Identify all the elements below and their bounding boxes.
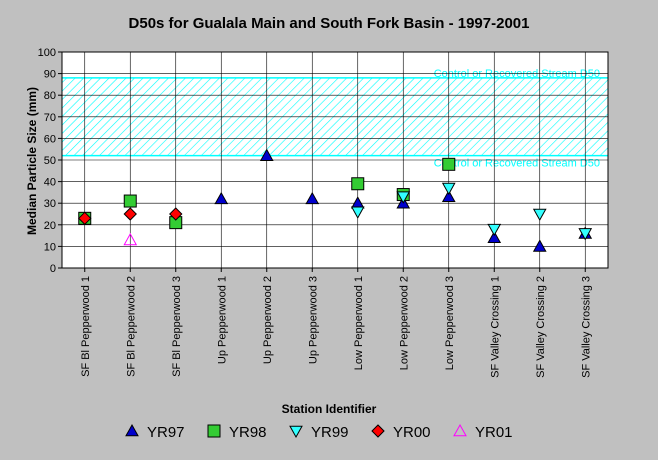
data-point	[351, 177, 365, 191]
plot-frame	[61, 51, 609, 269]
x-tick-label: SF Bl Pepperwood 2	[125, 276, 137, 377]
legend-label: YR97	[147, 424, 185, 441]
legend-label: YR01	[475, 424, 513, 441]
data-point	[578, 228, 593, 241]
y-tick-label: 90	[44, 69, 56, 81]
x-tick-label: Up Pepperwood 1	[216, 276, 228, 364]
legend-marker	[371, 424, 385, 438]
data-point	[441, 189, 456, 203]
x-tick-label: SF Bl Pepperwood 1	[80, 276, 92, 377]
y-tick-label: 80	[44, 90, 56, 102]
y-tick-label: 40	[44, 177, 56, 189]
data-point	[442, 157, 456, 171]
legend-marker	[289, 425, 303, 439]
x-tick-label: SF Valley Crossing 2	[535, 276, 547, 378]
control-band-lower-label: Control or Recovered Stream D50	[434, 158, 600, 170]
data-point	[214, 191, 229, 205]
x-tick-label: Low Pepperwood 2	[398, 276, 410, 370]
legend-item-yr99: YR99	[289, 424, 349, 441]
legend-marker	[207, 424, 221, 438]
y-tick-label: 10	[44, 241, 56, 253]
y-tick-label: 50	[44, 155, 56, 167]
legend-item-yr00: YR00	[371, 424, 431, 441]
x-tick-label: Up Pepperwood 2	[262, 276, 274, 364]
data-point	[532, 239, 547, 252]
y-tick-label: 30	[44, 198, 56, 210]
series-yr00	[78, 207, 183, 226]
x-tick-label: Low Pepperwood 1	[353, 276, 365, 370]
data-point	[532, 208, 547, 222]
data-point	[259, 148, 274, 161]
data-point	[123, 207, 137, 221]
legend-item-yr01: YR01	[453, 423, 513, 441]
legend-item-yr98: YR98	[207, 424, 267, 441]
x-tick-label: Up Pepperwood 3	[307, 276, 319, 364]
data-point	[123, 232, 138, 246]
legend-marker	[453, 423, 467, 437]
x-tick-label: Low Pepperwood 3	[444, 276, 456, 370]
chart-title: D50s for Gualala Main and South Fork Bas…	[129, 15, 530, 32]
series-yr99	[350, 182, 593, 241]
data-point	[305, 191, 320, 205]
x-tick-label: SF Valley Crossing 3	[580, 276, 592, 378]
x-tick-label: SF Valley Crossing 1	[489, 276, 501, 378]
legend-label: YR98	[229, 424, 267, 441]
control-band-upper-label: Control or Recovered Stream D50	[434, 68, 600, 80]
data-point	[487, 223, 502, 237]
y-tick-label: 60	[44, 133, 56, 145]
legend: YR97 YR98 YR99 YR00 YR01	[125, 423, 513, 441]
legend-marker	[125, 423, 139, 437]
data-point	[123, 194, 137, 208]
data-point	[78, 211, 92, 226]
data-point	[396, 191, 411, 204]
y-tick-label: 100	[38, 47, 56, 59]
x-tick-label: SF Bl Pepperwood 3	[171, 276, 183, 377]
y-tick-label: 70	[44, 112, 56, 124]
data-point	[169, 207, 183, 221]
y-tick-label: 0	[50, 263, 56, 275]
y-tick-label: 20	[44, 220, 56, 232]
legend-label: YR00	[393, 424, 431, 441]
plot-area: Control or Recovered Stream D50 Control o…	[38, 47, 609, 378]
legend-item-yr97: YR97	[125, 423, 185, 441]
x-axis-label: Station Identifier	[282, 402, 377, 416]
series-yr97	[214, 148, 593, 252]
legend-label: YR99	[311, 424, 349, 441]
data-point	[487, 230, 502, 244]
data-point	[441, 182, 456, 196]
series-yr01	[123, 232, 138, 246]
data-point	[350, 206, 365, 219]
y-axis-label: Median Particle Size (mm)	[25, 87, 39, 235]
